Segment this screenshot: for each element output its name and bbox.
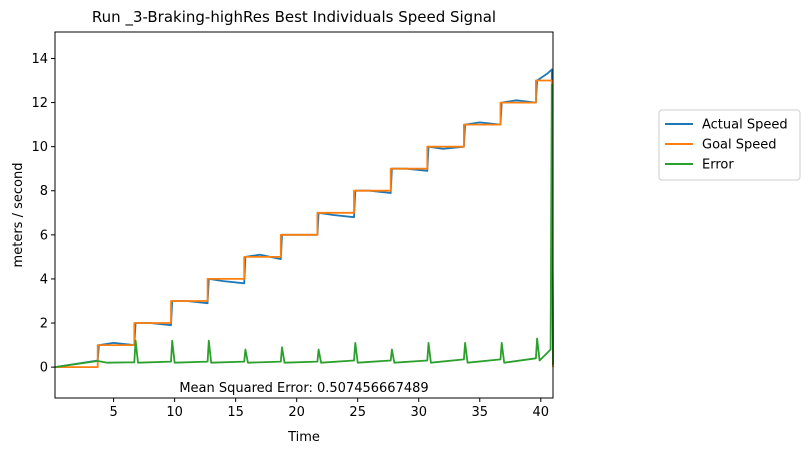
y-tick-label: 14 [31, 52, 48, 67]
y-tick-label: 6 [40, 228, 48, 243]
goal-speed-line [55, 79, 554, 369]
legend-item-actual-speed: Actual Speed [702, 118, 788, 133]
x-tick-label: 30 [410, 405, 427, 420]
chart-title: Run _3-Braking-highRes Best Individuals … [92, 8, 496, 27]
series-layer [54, 68, 554, 369]
plot-frame [54, 31, 554, 399]
legend-item-error: Error [702, 158, 734, 173]
y-tick-label: 12 [31, 96, 48, 111]
y-tick-label: 10 [31, 140, 48, 155]
y-tick-label: 8 [40, 184, 48, 199]
plot-background [55, 32, 553, 398]
mse-annotation: Mean Squared Error: 0.507456667489 [179, 381, 428, 396]
legend: Actual Speed Goal Speed Error [658, 109, 801, 181]
x-tick-label: 10 [166, 405, 183, 420]
x-axis-label: Time [287, 430, 320, 445]
x-tick-label: 5 [109, 405, 117, 420]
y-axis: 0 2 4 6 8 10 12 14 [31, 52, 55, 376]
x-axis: 5 10 15 20 25 30 35 40 [109, 398, 549, 420]
y-tick-label: 0 [40, 361, 48, 376]
x-tick-label: 35 [471, 405, 488, 420]
legend-frame [658, 109, 801, 181]
y-tick-label: 4 [40, 272, 48, 287]
x-tick-label: 20 [288, 405, 305, 420]
x-tick-label: 15 [227, 405, 244, 420]
y-axis-label: meters / second [11, 163, 26, 268]
error-line [54, 84, 554, 368]
x-tick-label: 25 [349, 405, 366, 420]
x-tick-label: 40 [533, 405, 550, 420]
y-tick-label: 2 [40, 317, 48, 332]
legend-item-goal-speed: Goal Speed [702, 138, 777, 153]
plot-area [54, 31, 554, 399]
